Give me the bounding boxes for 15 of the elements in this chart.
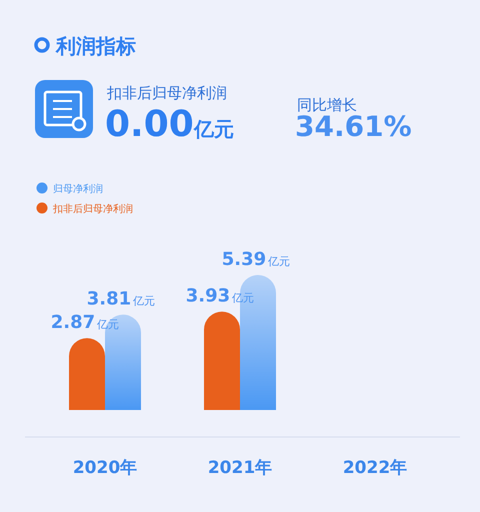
legend-item: 归母净利润 [36,182,103,195]
legend-label: 归母净利润 [53,183,103,195]
legend-label: 扣非后归母净利润 [52,203,133,215]
x-tick-label: 2021年 [208,458,272,478]
data-label: 3.93亿元 [186,286,254,307]
text: 0.00亿元 [105,104,234,145]
text: 同比增长 [297,96,357,114]
x-tick-label: 2022年 [342,458,408,478]
data-label: 2.87亿元 [50,312,120,334]
data-label: 3.81亿元 [86,288,156,310]
legend-item: 扣非后归母净利润 [36,202,133,215]
text: 利润指标 [55,34,136,58]
x-tick-label: 2020年 [72,458,138,478]
data-label: 5.39亿元 [222,249,290,270]
text: 扣非后归母净利润 [106,84,227,102]
